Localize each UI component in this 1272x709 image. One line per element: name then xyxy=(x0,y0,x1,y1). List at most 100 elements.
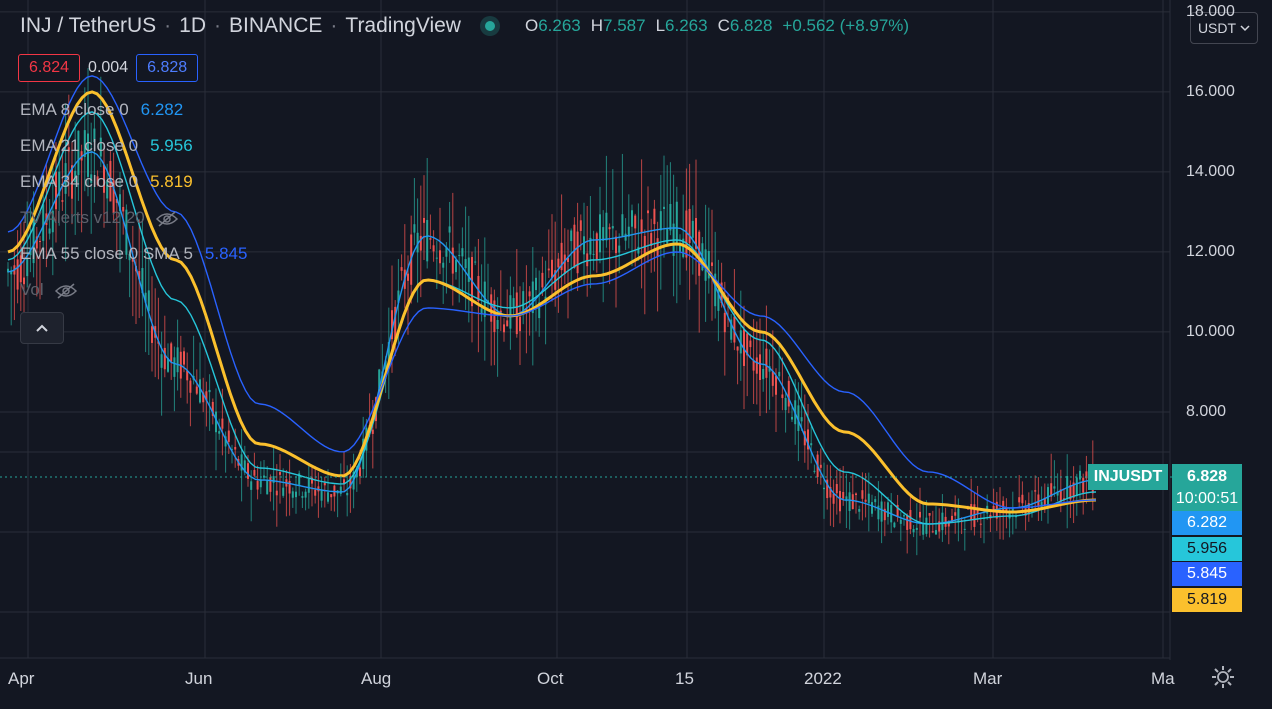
candle-body xyxy=(570,230,573,242)
candle-body xyxy=(87,133,89,177)
candle-body xyxy=(807,429,809,450)
currency-select[interactable]: USDT xyxy=(1190,12,1258,44)
candle-body xyxy=(915,527,918,530)
candle-body xyxy=(141,268,144,294)
candle-body xyxy=(106,180,109,199)
candle-body xyxy=(1043,497,1046,505)
candle-body xyxy=(723,312,726,333)
candle-body xyxy=(474,261,477,263)
candle-body xyxy=(640,219,643,234)
candle-body xyxy=(685,210,688,258)
candle-body xyxy=(615,236,617,254)
legend-label: EMA 8 close 0 xyxy=(20,100,129,119)
candle-body xyxy=(528,291,531,297)
price-tick-label: 8.000 xyxy=(1186,402,1227,420)
interval-label[interactable]: 1D xyxy=(179,14,207,37)
candle-body xyxy=(186,370,189,381)
candle-body xyxy=(973,504,976,527)
close-value: 6.828 xyxy=(729,16,773,35)
candle-body xyxy=(320,490,323,501)
candle-body xyxy=(759,354,761,380)
candle-body xyxy=(707,251,710,279)
candle-body xyxy=(800,417,803,422)
indicator-price-badge: 5.819 xyxy=(1172,588,1242,612)
candle-body xyxy=(845,496,848,502)
candle-body xyxy=(951,515,953,523)
change-value: +0.562 (+8.97%) xyxy=(782,16,910,35)
legend-row[interactable]: TV Alerts v12 20 xyxy=(20,208,179,228)
candle-body xyxy=(183,351,185,365)
candle-body xyxy=(1079,470,1081,480)
candle-body xyxy=(691,220,694,238)
legend-label: EMA 21 close 0 xyxy=(20,136,139,155)
candle-body xyxy=(429,238,432,240)
buy-price-button[interactable]: 6.828 xyxy=(136,54,199,82)
candle-body xyxy=(1056,491,1059,496)
candle-body xyxy=(909,509,912,530)
candle-body xyxy=(1011,507,1014,512)
legend-row[interactable]: EMA 34 close 0 5.819 xyxy=(20,172,193,192)
candle-body xyxy=(627,226,630,237)
candle-body xyxy=(387,342,390,366)
candle-body xyxy=(787,380,790,407)
sell-price-button[interactable]: 6.824 xyxy=(18,54,81,82)
candle-body xyxy=(58,171,61,196)
candle-body xyxy=(231,449,233,451)
hidden-eye-icon[interactable] xyxy=(54,282,78,299)
candle-body xyxy=(647,210,649,214)
candle-body xyxy=(461,248,464,257)
candle-body xyxy=(1082,477,1085,493)
candle-body xyxy=(871,502,873,514)
candle-body xyxy=(39,240,41,242)
candle-body xyxy=(842,492,845,499)
candle-body xyxy=(547,268,550,271)
candle-body xyxy=(266,480,269,495)
hidden-eye-icon[interactable] xyxy=(155,210,179,227)
candle-body xyxy=(947,521,950,527)
candle-body xyxy=(26,258,29,277)
candle-body xyxy=(330,494,333,498)
gear-icon[interactable] xyxy=(1210,664,1236,690)
indicator-price-badge: 6.282 xyxy=(1172,511,1242,535)
candle-body xyxy=(131,258,134,262)
candle-body xyxy=(218,431,221,434)
candle-body xyxy=(7,268,9,273)
chevron-down-icon xyxy=(1240,25,1250,32)
candle-body xyxy=(35,236,38,249)
candle-body xyxy=(211,401,214,416)
candle-body xyxy=(83,130,86,158)
time-tick-label: 2022 xyxy=(804,669,842,688)
candle-body xyxy=(442,262,445,268)
candle-body xyxy=(122,206,125,212)
candle-body xyxy=(669,203,672,231)
candle-body xyxy=(42,204,45,241)
candle-body xyxy=(887,502,889,517)
legend-row[interactable]: EMA 55 close 0 SMA 5 5.845 xyxy=(20,244,247,264)
candle-body xyxy=(391,310,393,340)
candle-body xyxy=(666,227,669,244)
candle-body xyxy=(874,499,877,503)
legend-row[interactable]: EMA 21 close 0 5.956 xyxy=(20,136,193,156)
candle-body xyxy=(935,530,937,535)
candle-body xyxy=(803,431,806,446)
candle-body xyxy=(1008,511,1011,519)
candle-body xyxy=(877,505,880,520)
symbol-name[interactable]: INJ / TetherUS xyxy=(20,14,157,37)
candle-body xyxy=(147,290,150,312)
price-tick-label: 18.000 xyxy=(1186,2,1235,20)
candle-body xyxy=(819,464,822,468)
collapse-legend-button[interactable] xyxy=(20,312,64,344)
legend-row[interactable]: Vol xyxy=(20,280,78,300)
time-tick-label: Apr xyxy=(8,669,35,688)
candle-body xyxy=(919,511,921,518)
candle-body xyxy=(592,253,595,255)
open-value: 6.263 xyxy=(538,16,581,35)
candle-body xyxy=(531,281,534,314)
candle-body xyxy=(1059,489,1062,502)
legend-row[interactable]: EMA 8 close 0 6.282 xyxy=(20,100,183,120)
candle-body xyxy=(867,493,870,504)
candle-body xyxy=(1005,508,1008,511)
candle-body xyxy=(397,290,400,303)
candle-body xyxy=(608,227,611,230)
